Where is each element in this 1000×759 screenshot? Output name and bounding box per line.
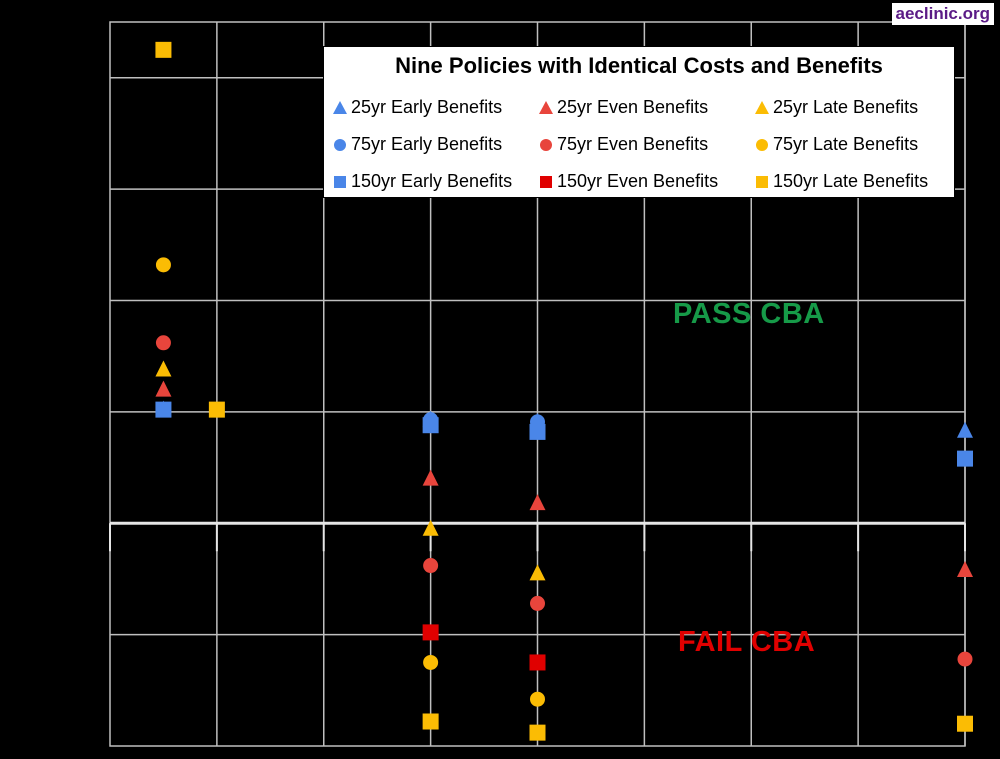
point-25yr-even-benefits bbox=[155, 380, 172, 397]
point-75yr-even-benefits bbox=[423, 558, 439, 574]
legend-marker-circle-icon bbox=[540, 138, 552, 151]
legend-marker-circle-icon bbox=[334, 138, 346, 151]
legend-item-150yr-early-benefits: 150yr Early Benefits bbox=[332, 171, 512, 192]
legend-marker-triangle-icon bbox=[333, 100, 347, 114]
point-75yr-even-benefits bbox=[530, 595, 545, 611]
legend-item-150yr-late-benefits: 150yr Late Benefits bbox=[754, 171, 928, 192]
legend-label: 75yr Early Benefits bbox=[351, 134, 503, 154]
point-150yr-late-benefits bbox=[529, 724, 546, 741]
point-150yr-late-benefits bbox=[155, 41, 172, 58]
legend-marker-circle-icon bbox=[756, 138, 768, 151]
point-25yr-late-benefits bbox=[422, 519, 439, 536]
point-25yr-early-benefits bbox=[529, 412, 546, 429]
legend-label: 25yr Even Benefits bbox=[557, 97, 709, 117]
point-150yr-early-benefits bbox=[957, 450, 973, 467]
point-150yr-even-benefits bbox=[422, 624, 439, 641]
point-25yr-even-benefits bbox=[529, 494, 546, 511]
legend-marker-square-icon bbox=[334, 175, 346, 188]
point-25yr-even-benefits bbox=[957, 561, 973, 578]
legend-item-25yr-late-benefits: 25yr Late Benefits bbox=[754, 97, 918, 118]
legend-marker-square-icon bbox=[756, 175, 768, 188]
point-75yr-late-benefits bbox=[155, 257, 171, 273]
legend-item-150yr-even-benefits: 150yr Even Benefits bbox=[538, 171, 718, 192]
legend-item-25yr-even-benefits: 25yr Even Benefits bbox=[538, 97, 708, 118]
chart-title: Nine Policies with Identical Costs and B… bbox=[395, 53, 883, 78]
point-25yr-late-benefits bbox=[155, 360, 172, 377]
legend-label: 25yr Early Benefits bbox=[351, 97, 503, 117]
point-25yr-early-benefits bbox=[155, 400, 172, 417]
point-25yr-early-benefits bbox=[422, 410, 439, 427]
point-75yr-late-benefits bbox=[530, 691, 545, 707]
legend-marker-square-icon bbox=[540, 175, 552, 188]
point-75yr-even-benefits bbox=[957, 651, 973, 667]
point-150yr-late-benefits bbox=[957, 715, 973, 732]
legend-label: 150yr Late Benefits bbox=[773, 171, 929, 191]
pass-cba-label: PASS CBA bbox=[673, 298, 825, 330]
legend-item-25yr-early-benefits: 25yr Early Benefits bbox=[332, 97, 502, 118]
point-150yr-late-benefits bbox=[422, 713, 439, 730]
legend-label: 150yr Early Benefits bbox=[351, 171, 513, 191]
legend-item-75yr-early-benefits: 75yr Early Benefits bbox=[332, 134, 502, 155]
point-25yr-early-benefits bbox=[957, 421, 973, 438]
legend-label: 75yr Late Benefits bbox=[773, 134, 919, 154]
point-150yr-even-benefits bbox=[529, 654, 546, 671]
legend-marker-triangle-icon bbox=[539, 100, 553, 114]
point-25yr-even-benefits bbox=[422, 469, 439, 486]
point-75yr-late-benefits bbox=[423, 654, 439, 670]
fail-cba-label: FAIL CBA bbox=[678, 626, 816, 658]
legend: Nine Policies with Identical Costs and B… bbox=[323, 46, 955, 198]
point-150yr-late-benefits bbox=[208, 401, 225, 418]
legend-label: 25yr Late Benefits bbox=[773, 97, 919, 117]
legend-label: 75yr Even Benefits bbox=[557, 134, 709, 154]
legend-marker-triangle-icon bbox=[755, 100, 769, 114]
legend-label: 150yr Even Benefits bbox=[557, 171, 719, 191]
brand-label[interactable]: aeclinic.org bbox=[891, 3, 994, 25]
point-25yr-late-benefits bbox=[529, 564, 546, 581]
legend-item-75yr-even-benefits: 75yr Even Benefits bbox=[538, 134, 708, 155]
point-75yr-even-benefits bbox=[155, 335, 171, 351]
legend-item-75yr-late-benefits: 75yr Late Benefits bbox=[754, 134, 918, 155]
data-points bbox=[155, 41, 973, 741]
